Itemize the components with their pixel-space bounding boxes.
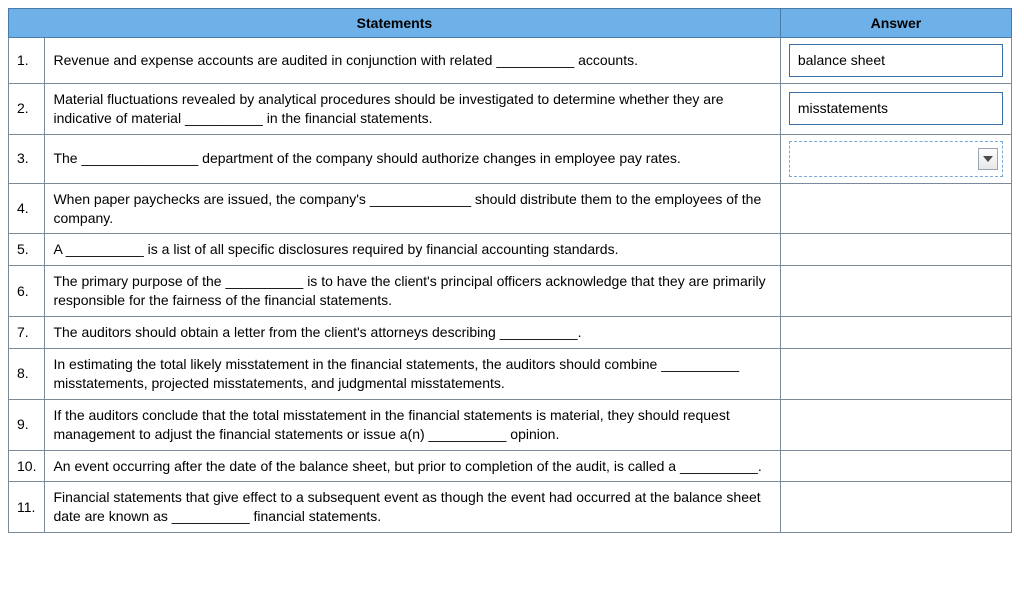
answer-value[interactable]: misstatements bbox=[789, 92, 1003, 125]
statement-cell: The primary purpose of the __________ is… bbox=[45, 266, 780, 317]
row-number: 11. bbox=[9, 482, 45, 533]
answer-empty[interactable] bbox=[789, 285, 1003, 297]
row-number: 7. bbox=[9, 317, 45, 349]
answer-cell[interactable] bbox=[780, 234, 1011, 266]
statement-cell: Material fluctuations revealed by analyt… bbox=[45, 83, 780, 134]
row-number: 6. bbox=[9, 266, 45, 317]
answer-cell[interactable] bbox=[780, 317, 1011, 349]
answer-cell[interactable] bbox=[780, 482, 1011, 533]
answer-empty[interactable] bbox=[789, 327, 1003, 339]
statement-cell: Financial statements that give effect to… bbox=[45, 482, 780, 533]
statement-cell: When paper paychecks are issued, the com… bbox=[45, 183, 780, 234]
table-row: 7. The auditors should obtain a letter fr… bbox=[9, 317, 1012, 349]
answer-value[interactable]: balance sheet bbox=[789, 44, 1003, 77]
answer-empty[interactable] bbox=[789, 460, 1003, 472]
answer-dropdown[interactable] bbox=[789, 141, 1003, 177]
statement-cell: A __________ is a list of all specific d… bbox=[45, 234, 780, 266]
statements-header: Statements bbox=[9, 9, 781, 38]
answer-empty[interactable] bbox=[789, 501, 1003, 513]
row-number: 2. bbox=[9, 83, 45, 134]
table-row: 10. An event occurring after the date of … bbox=[9, 450, 1012, 482]
table-row: 9.If the auditors conclude that the tota… bbox=[9, 399, 1012, 450]
answer-cell[interactable] bbox=[780, 349, 1011, 400]
statement-text: A __________ is a list of all specific d… bbox=[53, 241, 618, 257]
statement-text: The auditors should obtain a letter from… bbox=[53, 324, 581, 340]
statement-cell: An event occurring after the date of the… bbox=[45, 450, 780, 482]
statement-text: Revenue and expense accounts are audited… bbox=[53, 52, 638, 68]
statement-text: In estimating the total likely misstatem… bbox=[53, 356, 739, 391]
row-number: 1. bbox=[9, 38, 45, 84]
answer-empty[interactable] bbox=[789, 368, 1003, 380]
statement-text: An event occurring after the date of the… bbox=[53, 458, 761, 474]
statement-cell: If the auditors conclude that the total … bbox=[45, 399, 780, 450]
row-number: 10. bbox=[9, 450, 45, 482]
answer-cell[interactable] bbox=[780, 399, 1011, 450]
answer-empty[interactable] bbox=[789, 419, 1003, 431]
statement-text: The primary purpose of the __________ is… bbox=[53, 273, 765, 308]
answer-cell[interactable]: misstatements bbox=[780, 83, 1011, 134]
table-row: 5. A __________ is a list of all specific… bbox=[9, 234, 1012, 266]
table-row: 11.Financial statements that give effect… bbox=[9, 482, 1012, 533]
table-row: 1. Revenue and expense accounts are audit… bbox=[9, 38, 1012, 84]
answer-cell[interactable] bbox=[780, 266, 1011, 317]
statement-text: The _______________ department of the co… bbox=[53, 150, 680, 166]
table-row: 8.In estimating the total likely misstat… bbox=[9, 349, 1012, 400]
answer-empty[interactable] bbox=[789, 244, 1003, 256]
statement-cell: The auditors should obtain a letter from… bbox=[45, 317, 780, 349]
statement-text: Material fluctuations revealed by analyt… bbox=[53, 91, 723, 126]
statement-text: If the auditors conclude that the total … bbox=[53, 407, 729, 442]
row-number: 9. bbox=[9, 399, 45, 450]
statement-cell: In estimating the total likely misstatem… bbox=[45, 349, 780, 400]
table-row: 3. The _______________ department of the … bbox=[9, 134, 1012, 183]
table-row: 4.When paper paychecks are issued, the c… bbox=[9, 183, 1012, 234]
quiz-table: Statements Answer 1. Revenue and expense … bbox=[8, 8, 1012, 533]
table-row: 6.The primary purpose of the __________ … bbox=[9, 266, 1012, 317]
dropdown-toggle-button[interactable] bbox=[978, 148, 998, 170]
statement-text: Financial statements that give effect to… bbox=[53, 489, 760, 524]
header-row: Statements Answer bbox=[9, 9, 1012, 38]
answer-cell[interactable] bbox=[780, 183, 1011, 234]
answer-header: Answer bbox=[780, 9, 1011, 38]
row-number: 3. bbox=[9, 134, 45, 183]
table-row: 2.Material fluctuations revealed by anal… bbox=[9, 83, 1012, 134]
statement-text: When paper paychecks are issued, the com… bbox=[53, 191, 761, 226]
answer-cell[interactable] bbox=[780, 450, 1011, 482]
row-number: 8. bbox=[9, 349, 45, 400]
answer-cell[interactable]: balance sheet bbox=[780, 38, 1011, 84]
chevron-down-icon bbox=[983, 156, 993, 162]
answer-cell[interactable] bbox=[780, 134, 1011, 183]
row-number: 4. bbox=[9, 183, 45, 234]
statement-cell: Revenue and expense accounts are audited… bbox=[45, 38, 780, 84]
row-number: 5. bbox=[9, 234, 45, 266]
answer-empty[interactable] bbox=[789, 203, 1003, 215]
statement-cell: The _______________ department of the co… bbox=[45, 134, 780, 183]
